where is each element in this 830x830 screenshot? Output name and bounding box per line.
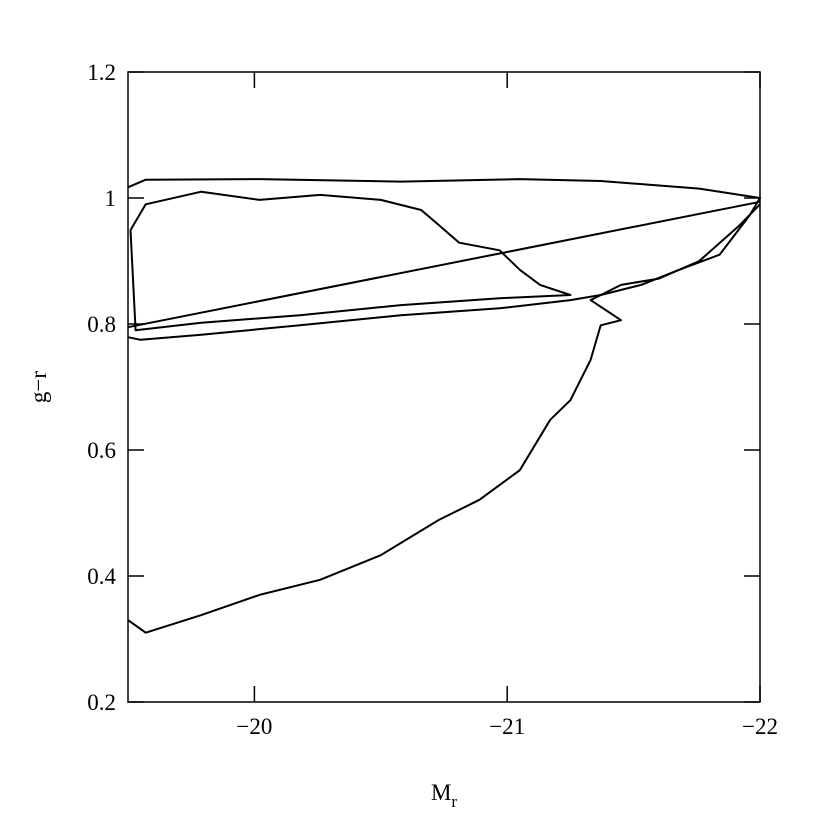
y-tick-label: 0.4 (87, 564, 116, 589)
x-label-subscript: r (451, 792, 457, 811)
y-tick-label: 0.8 (87, 312, 116, 337)
y-tick-label: 0.2 (87, 690, 116, 715)
y-tick-label: 1 (105, 186, 117, 211)
x-tick-label: −20 (236, 714, 272, 739)
y-tick-label: 1.2 (87, 60, 116, 85)
y-tick-label: 0.6 (87, 438, 116, 463)
contour-line (127, 178, 761, 341)
x-tick-label: −21 (489, 714, 525, 739)
x-axis-label: Mr (431, 780, 457, 811)
x-label-main: M (431, 780, 451, 805)
contour-line (127, 200, 761, 329)
contour-line (127, 203, 761, 634)
contour-line (129, 190, 572, 332)
x-tick-label: −22 (742, 714, 778, 739)
plot-frame (127, 71, 761, 703)
y-axis-label: g−r (26, 371, 51, 403)
